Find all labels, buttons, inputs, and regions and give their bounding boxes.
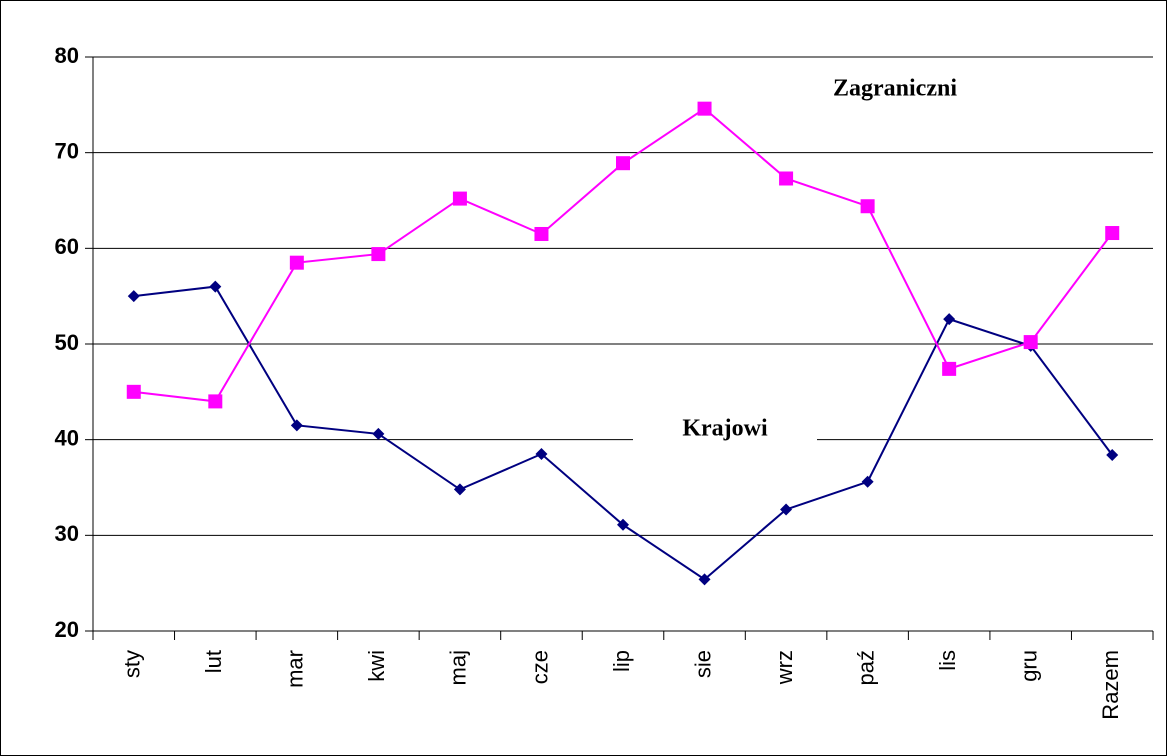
y-tick-label: 40 (55, 425, 79, 450)
series-label: Krajowi (682, 416, 768, 442)
y-tick-label: 80 (55, 43, 79, 68)
x-tick-label: lut (201, 650, 226, 673)
marker (698, 573, 711, 586)
x-tick-label: kwi (364, 650, 389, 682)
marker (452, 191, 467, 206)
marker (290, 419, 303, 432)
x-tick-label: maj (446, 650, 471, 685)
marker (535, 448, 548, 461)
marker (861, 475, 874, 488)
series-label: Zagraniczni (833, 76, 957, 102)
x-tick-label: mar (283, 650, 308, 688)
x-tick-label: cze (527, 650, 552, 684)
marker (208, 394, 223, 409)
marker (371, 247, 386, 262)
x-tick-label: paź (853, 650, 878, 685)
marker (534, 226, 549, 241)
x-tick-label: lip (609, 650, 634, 672)
x-tick-label: lis (935, 650, 960, 671)
marker (209, 280, 222, 293)
x-tick-label: gru (1017, 650, 1042, 682)
marker (860, 199, 875, 214)
y-tick-label: 20 (55, 617, 79, 642)
marker (1106, 448, 1119, 461)
marker (1023, 335, 1038, 350)
marker (697, 101, 712, 116)
marker (942, 361, 957, 376)
y-tick-label: 60 (55, 234, 79, 259)
marker (1105, 226, 1120, 241)
marker (943, 313, 956, 326)
y-tick-label: 50 (55, 330, 79, 355)
marker (780, 503, 793, 516)
label-background (633, 408, 817, 452)
marker (779, 171, 794, 186)
marker (289, 255, 304, 270)
x-tick-label: wrz (772, 650, 797, 685)
y-tick-label: 30 (55, 521, 79, 546)
marker (617, 518, 629, 531)
marker (126, 384, 141, 399)
marker (127, 290, 140, 303)
x-tick-label: sie (690, 650, 715, 678)
marker (372, 427, 385, 440)
x-tick-label: Razem (1098, 650, 1123, 720)
marker (453, 483, 466, 496)
y-tick-label: 70 (55, 138, 79, 163)
marker (616, 156, 630, 171)
x-tick-label: sty (120, 650, 145, 678)
